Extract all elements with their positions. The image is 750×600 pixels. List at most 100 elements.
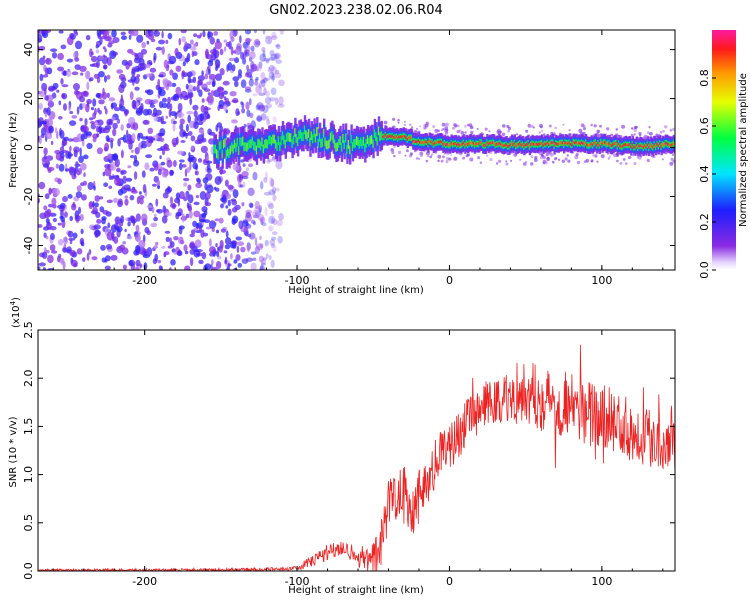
noise-speckle [245, 167, 250, 172]
noise-speckle [47, 100, 55, 108]
y-tick-label: 1.0 [22, 466, 35, 484]
ridge-cell [646, 143, 650, 147]
halo-speckle [541, 129, 544, 132]
ridge-cell [279, 142, 282, 152]
ridge-cell [556, 142, 559, 146]
noise-speckle [249, 203, 254, 209]
halo-speckle [607, 135, 610, 138]
ridge-cell [661, 142, 665, 146]
noise-speckle [44, 193, 50, 200]
noise-speckle [187, 184, 192, 191]
ridge-cell [324, 137, 327, 147]
noise-speckle [125, 217, 129, 221]
noise-speckle [69, 120, 77, 126]
ridge-cell [574, 141, 577, 145]
noise-speckle [57, 204, 64, 209]
ridge-cell [307, 129, 311, 138]
noise-speckle [275, 187, 280, 192]
ridge-cell [298, 130, 301, 140]
noise-speckle [260, 113, 267, 121]
halo-speckle [505, 160, 508, 163]
noise-speckle [249, 75, 253, 81]
noise-speckle [92, 137, 97, 143]
halo-speckle [530, 162, 534, 166]
noise-speckle [52, 82, 59, 89]
noise-speckle [247, 187, 255, 196]
noise-speckle [38, 262, 46, 267]
ridge-cell [427, 142, 430, 146]
noise-speckle [107, 43, 113, 48]
halo-speckle [441, 122, 446, 127]
halo-speckle [592, 153, 595, 157]
noise-speckle [79, 65, 87, 72]
ridge-cell [634, 145, 637, 149]
noise-speckle [269, 239, 276, 246]
halo-speckle [610, 133, 614, 137]
noise-speckle [55, 163, 59, 169]
noise-speckle [197, 158, 203, 163]
noise-speckle [261, 222, 267, 227]
ridge-cell [605, 143, 608, 146]
halo-speckle [583, 127, 586, 131]
ridge-cell [405, 135, 408, 139]
noise-speckle [38, 30, 41, 34]
noise-speckle [225, 205, 229, 209]
noise-speckle [224, 97, 230, 106]
ridge-cell [462, 141, 466, 145]
noise-speckle [186, 202, 190, 209]
noise-speckle [145, 63, 151, 69]
noise-speckle [187, 75, 191, 84]
halo-speckle [397, 150, 402, 154]
noise-speckle [196, 177, 200, 182]
noise-speckle [82, 257, 86, 262]
noise-speckle [90, 210, 98, 215]
noise-speckle [277, 235, 283, 244]
noise-speckle [258, 205, 263, 213]
halo-speckle [669, 161, 674, 166]
halo-speckle [619, 135, 623, 139]
ridge-cell [624, 142, 628, 146]
ridge-cell [213, 144, 216, 154]
noise-speckle [269, 97, 276, 102]
noise-speckle [61, 94, 66, 99]
noise-speckle [38, 90, 46, 97]
noise-speckle [149, 67, 157, 73]
ridge-cell [259, 141, 263, 151]
noise-speckle [212, 78, 216, 88]
noise-speckle [254, 246, 260, 254]
noise-speckle [260, 259, 267, 265]
snr-x-axis-label: Height of straight line (km) [288, 585, 424, 596]
ridge-cell [284, 139, 287, 149]
noise-speckle [268, 203, 274, 210]
ridge-cell [654, 145, 658, 149]
noise-speckle [50, 48, 58, 52]
noise-speckle [72, 232, 78, 239]
noise-speckle [161, 245, 166, 249]
noise-speckle [259, 264, 264, 270]
ridge-cell [671, 143, 674, 147]
ridge-cell [482, 143, 485, 147]
noise-speckle [208, 73, 217, 80]
noise-speckle [134, 233, 141, 242]
ridge-cell [336, 142, 340, 151]
noise-speckle [166, 102, 171, 110]
snr-plot-frame [37, 329, 676, 572]
noise-speckle [189, 97, 193, 106]
noise-speckle [246, 64, 250, 71]
noise-speckle [83, 180, 87, 186]
ridge-cell [438, 140, 441, 144]
halo-speckle [633, 128, 637, 133]
ridge-cell [604, 140, 607, 144]
noise-speckle [118, 198, 123, 205]
ridge-cell [254, 142, 257, 151]
noise-speckle [80, 194, 87, 201]
noise-speckle [175, 86, 182, 96]
halo-speckle [596, 129, 600, 134]
noise-speckle [172, 94, 180, 102]
ridge-cell [609, 143, 612, 147]
ridge-cell [491, 141, 495, 144]
ridge-cell [521, 143, 525, 146]
ridge-cell [364, 143, 367, 153]
ridge-cell [454, 142, 457, 145]
ridge-cell [416, 140, 419, 144]
